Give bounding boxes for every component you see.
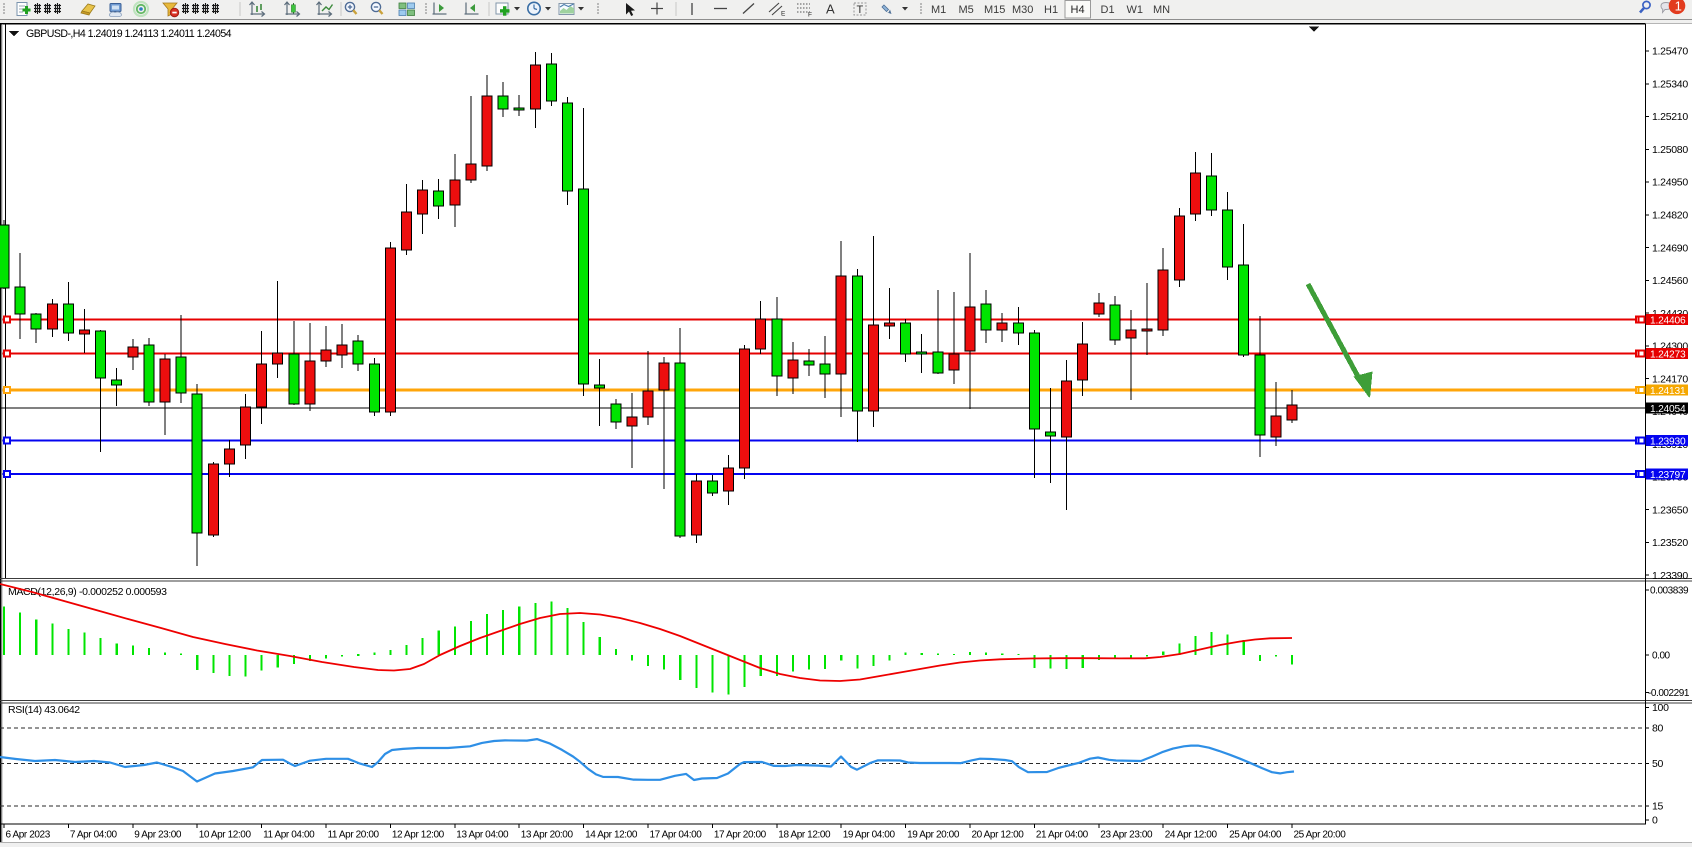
svg-text:H1: H1 xyxy=(1044,4,1058,16)
svg-text:1.25210: 1.25210 xyxy=(1652,111,1688,123)
svg-text:12 Apr 12:00: 12 Apr 12:00 xyxy=(392,830,445,841)
svg-text:D1: D1 xyxy=(1101,4,1115,16)
svg-text:1.23520: 1.23520 xyxy=(1652,537,1688,549)
svg-text:1.24054: 1.24054 xyxy=(1650,404,1686,415)
svg-text:14 Apr 12:00: 14 Apr 12:00 xyxy=(585,830,638,841)
svg-text:7 Apr 04:00: 7 Apr 04:00 xyxy=(70,830,118,841)
svg-text:21 Apr 04:00: 21 Apr 04:00 xyxy=(1036,830,1089,841)
svg-text:1.24131: 1.24131 xyxy=(1650,386,1686,397)
svg-text:1.23797: 1.23797 xyxy=(1650,470,1686,481)
svg-text:17 Apr 20:00: 17 Apr 20:00 xyxy=(714,830,767,841)
svg-text:W1: W1 xyxy=(1127,4,1144,16)
svg-text:9 Apr 23:00: 9 Apr 23:00 xyxy=(134,830,182,841)
svg-text:MACD(12,26,9) -0.000252 0.0005: MACD(12,26,9) -0.000252 0.000593 xyxy=(8,586,167,598)
svg-text:M5: M5 xyxy=(959,4,974,16)
svg-text:11 Apr 20:00: 11 Apr 20:00 xyxy=(328,830,380,841)
svg-text:H4: H4 xyxy=(1071,4,1085,16)
svg-text:0: 0 xyxy=(1652,815,1658,827)
svg-text:25 Apr 04:00: 25 Apr 04:00 xyxy=(1229,830,1282,841)
svg-text:13 Apr 20:00: 13 Apr 20:00 xyxy=(521,830,574,841)
svg-text:23 Apr 23:00: 23 Apr 23:00 xyxy=(1100,830,1153,841)
svg-text:20 Apr 12:00: 20 Apr 12:00 xyxy=(972,830,1025,841)
svg-text:13 Apr 04:00: 13 Apr 04:00 xyxy=(456,830,509,841)
svg-text:1.24820: 1.24820 xyxy=(1652,210,1688,222)
svg-text:1.25470: 1.25470 xyxy=(1652,46,1688,58)
svg-text:MN: MN xyxy=(1153,4,1170,16)
svg-text:T: T xyxy=(857,4,864,16)
svg-text:25 Apr 20:00: 25 Apr 20:00 xyxy=(1294,830,1347,841)
svg-text:80: 80 xyxy=(1652,723,1664,735)
svg-text:A: A xyxy=(826,2,835,17)
svg-text:1.24170: 1.24170 xyxy=(1652,373,1688,385)
svg-text:1.24560: 1.24560 xyxy=(1652,275,1688,287)
svg-text:11 Apr 04:00: 11 Apr 04:00 xyxy=(263,830,315,841)
svg-text:1.24690: 1.24690 xyxy=(1652,242,1688,254)
svg-text:1.24273: 1.24273 xyxy=(1650,349,1686,360)
svg-text:50: 50 xyxy=(1652,758,1664,770)
svg-text:24 Apr 12:00: 24 Apr 12:00 xyxy=(1165,830,1218,841)
svg-text:6 Apr 2023: 6 Apr 2023 xyxy=(6,830,51,841)
svg-text:RSI(14) 43.0642: RSI(14) 43.0642 xyxy=(8,704,80,716)
svg-text:GBPUSD-,H4 1.24019 1.24113 1.: GBPUSD-,H4 1.24019 1.24113 1.24011 1.240… xyxy=(26,28,232,40)
svg-text:0.00: 0.00 xyxy=(1652,651,1671,662)
svg-text:1.25340: 1.25340 xyxy=(1652,78,1688,90)
svg-text:0.003839: 0.003839 xyxy=(1650,586,1689,597)
svg-text:100: 100 xyxy=(1652,702,1669,714)
svg-text:1.25080: 1.25080 xyxy=(1652,144,1688,156)
svg-text:1.24950: 1.24950 xyxy=(1652,177,1688,189)
svg-text:1.23930: 1.23930 xyxy=(1650,436,1686,447)
svg-text:19 Apr 20:00: 19 Apr 20:00 xyxy=(907,830,960,841)
svg-text:F: F xyxy=(808,12,812,19)
svg-text:M30: M30 xyxy=(1012,4,1033,16)
svg-text:M15: M15 xyxy=(984,4,1005,16)
svg-text:E: E xyxy=(781,11,786,18)
svg-text:-0.002291: -0.002291 xyxy=(1648,688,1690,699)
svg-text:1: 1 xyxy=(1675,0,1682,13)
svg-text:18 Apr 12:00: 18 Apr 12:00 xyxy=(778,830,831,841)
svg-text:1.24406: 1.24406 xyxy=(1650,315,1686,326)
svg-text:17 Apr 04:00: 17 Apr 04:00 xyxy=(650,830,703,841)
svg-text:1.23390: 1.23390 xyxy=(1652,570,1688,582)
svg-text:19 Apr 04:00: 19 Apr 04:00 xyxy=(843,830,896,841)
svg-text:M1: M1 xyxy=(931,4,946,16)
svg-text:1.23650: 1.23650 xyxy=(1652,504,1688,516)
svg-text:10 Apr 12:00: 10 Apr 12:00 xyxy=(199,830,252,841)
svg-text:15: 15 xyxy=(1652,801,1664,813)
